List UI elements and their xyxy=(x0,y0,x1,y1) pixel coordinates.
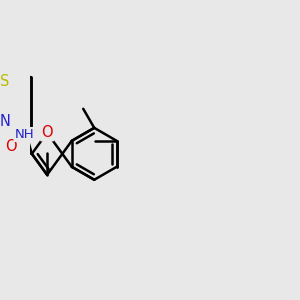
Text: O: O xyxy=(41,125,53,140)
Text: O: O xyxy=(5,139,17,154)
Text: S: S xyxy=(0,74,10,89)
Text: NH: NH xyxy=(14,128,34,141)
Text: N: N xyxy=(0,114,11,129)
